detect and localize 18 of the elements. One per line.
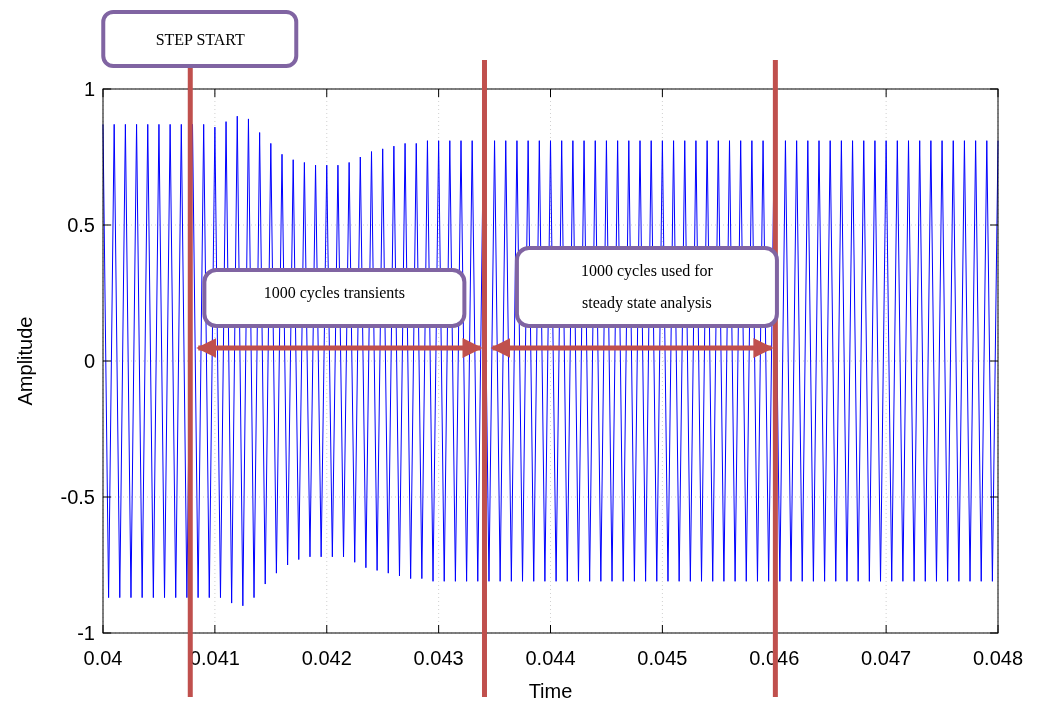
x-tick-label: 0.04	[83, 647, 123, 669]
y-tick-label: 1	[83, 78, 95, 100]
annotation: 1000 cycles used for steady state analysis	[580, 262, 714, 312]
x-tick-label: 0.047	[861, 647, 912, 669]
y-tick-label: 0	[83, 350, 95, 372]
y-tick-label: 0.5	[67, 214, 95, 236]
ref-line-label: STEP START	[155, 31, 246, 48]
line-series	[102, 115, 999, 607]
x-axis-title: Time	[528, 680, 573, 702]
annotation: 1000 cycles transients	[263, 284, 406, 302]
x-tick-label: 0.044	[525, 647, 576, 669]
x-tick-label: 0.042	[301, 647, 352, 669]
x-tick-label: 0.045	[637, 647, 688, 669]
x-tick-label: 0.043	[413, 647, 464, 669]
x-tick-label: 0.048	[972, 647, 1024, 669]
y-tick-label: -1	[77, 622, 95, 644]
y-tick-label: -0.5	[60, 486, 95, 508]
y-axis-title: Amplitude	[14, 316, 36, 406]
